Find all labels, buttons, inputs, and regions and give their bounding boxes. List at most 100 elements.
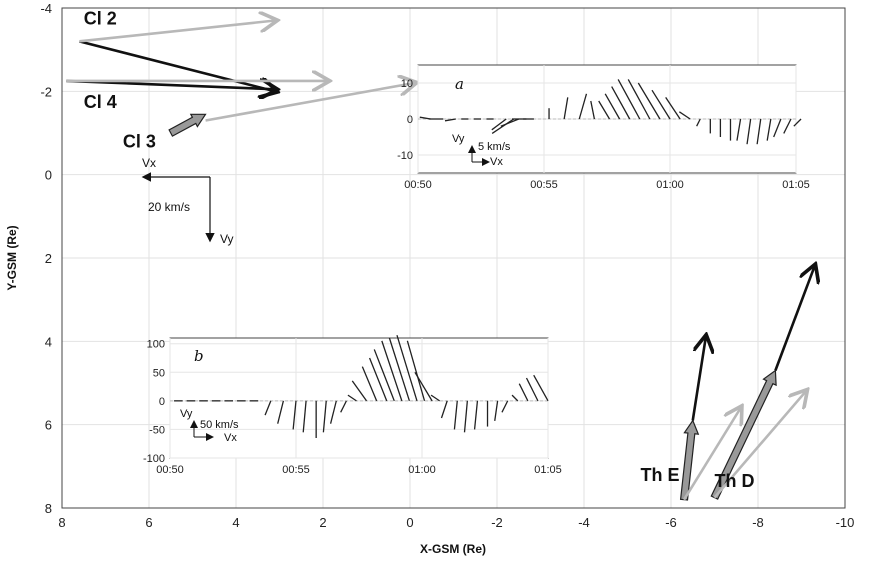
velocity-stick bbox=[783, 118, 792, 134]
inset-b-stickplot: 00:50 00:55 01:00 01:05 100 50 0 -50 -100 b Vy 5… bbox=[143, 334, 562, 476]
th-d-label: Th D bbox=[715, 471, 755, 491]
inset-y-tick-label: -10 bbox=[397, 150, 413, 162]
inset-a-stickplot: 00:50 00:55 01:00 01:05 10 0 -10 a Vy 5 km/s V… bbox=[397, 64, 810, 191]
velocity-stick bbox=[396, 334, 418, 402]
plot-frame bbox=[61, 7, 846, 509]
inset-b-scale-key: Vy 50 km/s Vx bbox=[180, 408, 239, 444]
cl-3-fat-arrow bbox=[168, 113, 207, 137]
cl-3-arrow bbox=[205, 83, 415, 122]
velocity-stick bbox=[494, 400, 499, 421]
velocity-stick bbox=[627, 79, 651, 120]
cl-2-arrow bbox=[79, 21, 275, 43]
velocity-stick bbox=[361, 366, 378, 402]
cl-2-label: Cl 2 bbox=[84, 9, 117, 29]
velocity-stick bbox=[518, 383, 529, 402]
x-tick-label: 4 bbox=[232, 515, 239, 530]
inset-a-key-speed-label: 5 km/s bbox=[478, 141, 511, 153]
y-tick-label: 8 bbox=[45, 501, 52, 516]
velocity-stick bbox=[453, 400, 458, 430]
x-tick-label: -4 bbox=[578, 515, 590, 530]
inset-a-ticks: 00:50 00:55 01:00 01:05 10 0 -10 bbox=[397, 78, 810, 191]
inset-x-tick-label: 00:50 bbox=[156, 464, 184, 476]
spacecraft-vectors bbox=[66, 21, 814, 501]
inset-y-tick-label: 50 bbox=[153, 367, 165, 379]
velocity-stick bbox=[617, 79, 641, 120]
velocity-stick bbox=[340, 400, 347, 413]
velocity-stick bbox=[406, 340, 426, 402]
velocity-stick bbox=[430, 394, 441, 402]
inset-x-tick-label: 01:05 bbox=[782, 179, 810, 191]
y-axis-label: Y-GSM (Re) bbox=[5, 225, 19, 290]
th-d-fat-arrow bbox=[710, 369, 777, 500]
x-tick-label: -8 bbox=[752, 515, 764, 530]
inset-a-key-vy-label: Vy bbox=[452, 133, 465, 145]
velocity-stick bbox=[302, 400, 307, 433]
y-tick-label: 6 bbox=[45, 418, 52, 433]
y-tick-label: 0 bbox=[45, 168, 52, 183]
cl-3-label: Cl 3 bbox=[123, 132, 156, 152]
y-tick-label: -4 bbox=[40, 1, 52, 16]
velocity-stick bbox=[277, 400, 285, 424]
x-tick-label: 6 bbox=[145, 515, 152, 530]
velocity-stick bbox=[473, 400, 479, 430]
velocity-stick bbox=[651, 89, 671, 120]
velocity-stick bbox=[598, 100, 611, 120]
inset-b-grid bbox=[169, 338, 549, 459]
inset-x-tick-label: 00:55 bbox=[282, 464, 310, 476]
velocity-stick bbox=[351, 380, 368, 402]
key-vx-label: Vx bbox=[142, 156, 156, 170]
th-d-arrow bbox=[713, 391, 806, 499]
inset-x-tick-label: 00:50 bbox=[404, 179, 432, 191]
inset-a-scale-key: Vy 5 km/s Vx bbox=[452, 133, 511, 168]
velocity-stick bbox=[329, 400, 337, 424]
velocity-stick bbox=[766, 118, 772, 141]
inset-x-tick-label: 01:00 bbox=[408, 464, 436, 476]
main-tick-labels: 8 6 4 2 0 -2 -4 -6 -8 -10 -4 -2 0 2 4 6 8 bbox=[40, 1, 854, 530]
velocity-stick bbox=[491, 118, 507, 131]
x-tick-label: -10 bbox=[836, 515, 855, 530]
th-e-label: Th E bbox=[641, 465, 680, 485]
inset-b-key-vx-label: Vx bbox=[224, 432, 237, 444]
spacecraft-labels: Cl 2 Cl 4 Cl 3 Th E Th D bbox=[84, 9, 755, 491]
velocity-stick bbox=[578, 93, 588, 120]
velocity-stick bbox=[292, 400, 297, 430]
x-tick-label: -6 bbox=[665, 515, 677, 530]
velocity-stick bbox=[736, 118, 742, 141]
velocity-stick bbox=[756, 118, 762, 145]
inset-y-tick-label: 0 bbox=[159, 396, 165, 408]
velocity-stick bbox=[773, 118, 782, 138]
th-e-arrow bbox=[691, 337, 706, 421]
velocity-stick bbox=[322, 400, 327, 433]
inset-y-tick-label: -50 bbox=[149, 424, 165, 436]
velocity-stick bbox=[696, 118, 701, 127]
y-tick-label: 2 bbox=[45, 251, 52, 266]
velocity-stick bbox=[444, 118, 456, 122]
inset-b-ticks: 00:50 00:55 01:00 01:05 100 50 0 -50 -100 bbox=[143, 339, 562, 476]
velocity-stick bbox=[563, 97, 569, 120]
th-e-arrow bbox=[682, 408, 741, 501]
inset-b-panel-label: b bbox=[194, 347, 204, 365]
velocity-stick bbox=[678, 111, 691, 120]
x-tick-label: 8 bbox=[58, 515, 65, 530]
velocity-stick bbox=[414, 371, 433, 402]
inset-y-tick-label: 10 bbox=[401, 78, 413, 90]
cl-2-arrow bbox=[79, 40, 275, 91]
velocity-stick bbox=[611, 86, 631, 120]
velocity-stick bbox=[388, 337, 411, 402]
velocity-stick bbox=[793, 118, 802, 127]
key-speed-label: 20 km/s bbox=[148, 200, 190, 214]
y-tick-label: -2 bbox=[40, 84, 52, 99]
x-tick-label: -2 bbox=[491, 515, 503, 530]
inset-a-key-vx-label: Vx bbox=[490, 156, 503, 168]
velocity-stick bbox=[501, 400, 509, 413]
velocity-stick bbox=[440, 400, 448, 419]
inset-y-tick-label: 100 bbox=[147, 339, 165, 351]
inset-a-panel-label: a bbox=[455, 75, 464, 93]
y-tick-label: 4 bbox=[45, 334, 52, 349]
velocity-stick bbox=[381, 340, 403, 402]
inset-b-key-speed-label: 50 km/s bbox=[200, 419, 239, 431]
inset-x-tick-label: 01:05 bbox=[534, 464, 562, 476]
velocity-stick bbox=[746, 118, 752, 145]
velocity-stick bbox=[368, 357, 388, 402]
